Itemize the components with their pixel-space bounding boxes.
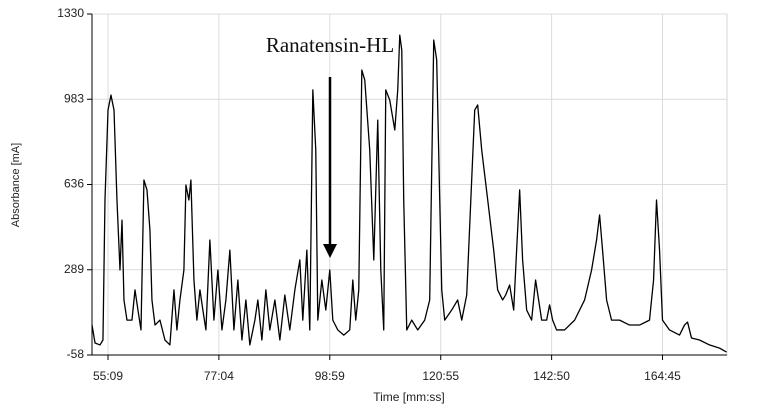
y-tick-label: 289 (64, 262, 84, 276)
trace (91, 34, 727, 353)
annotation: Ranatensin-HL (266, 33, 394, 57)
y-tick-label: 636 (64, 177, 84, 191)
x-tick-label: 55:09 (93, 369, 123, 383)
y-tick-label: -58 (67, 347, 85, 361)
y-tick-label: 1330 (57, 6, 84, 20)
grid (92, 13, 727, 356)
x-tick-label: 98:59 (315, 369, 345, 383)
y-axis-label: Absorbance [mA] (10, 143, 22, 227)
x-tick-label: 77:04 (204, 369, 234, 383)
plot (91, 34, 727, 353)
x-axis-label: Time [mm:ss] (373, 390, 445, 404)
annotation-arrowhead (323, 244, 337, 258)
x-tick-label: 164:45 (644, 369, 681, 383)
y-tick-label: 983 (64, 91, 84, 105)
x-tick-label: 142:50 (533, 369, 570, 383)
x-tick-label: 120:55 (422, 369, 459, 383)
